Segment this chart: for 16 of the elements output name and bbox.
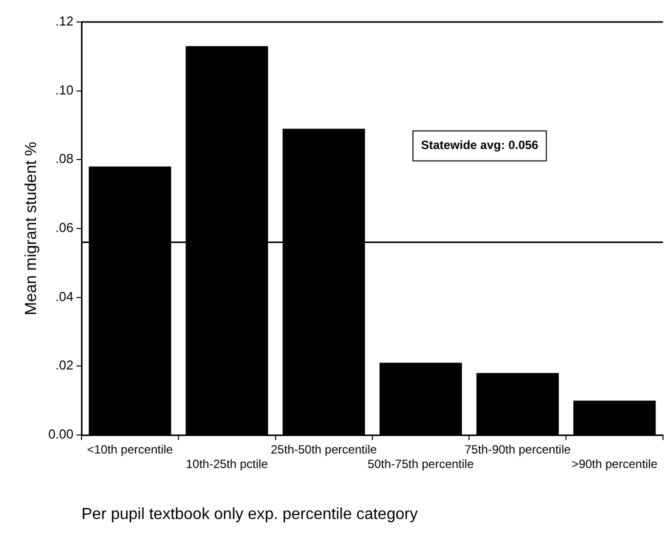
y-tick-label: 0.00 <box>48 426 74 442</box>
y-tick-label: .02 <box>55 358 74 373</box>
y-tick-label: .08 <box>55 151 74 166</box>
y-tick-label: .04 <box>55 288 74 304</box>
x-tick-label: >90th percentile <box>572 456 658 471</box>
x-tick-label: 10th-25th pctile <box>186 456 268 471</box>
y-tick-label: .10 <box>55 82 74 98</box>
x-tick-label: 50th-75th percentile <box>368 456 474 471</box>
y-tick-label: .12 <box>55 14 74 29</box>
ref-line-label: Statewide avg: 0.056 <box>420 138 539 152</box>
y-tick-label: .06 <box>55 220 74 236</box>
y-axis-title: Mean migrant student % <box>23 142 40 316</box>
x-tick-label: 75th-90th percentile <box>464 442 571 457</box>
x-axis-title: Per pupil textbook only exp. percentile category <box>82 506 418 523</box>
x-tick-label: 25th-50th percentile <box>270 442 378 457</box>
x-tick-label: <10th percentile <box>87 442 174 457</box>
